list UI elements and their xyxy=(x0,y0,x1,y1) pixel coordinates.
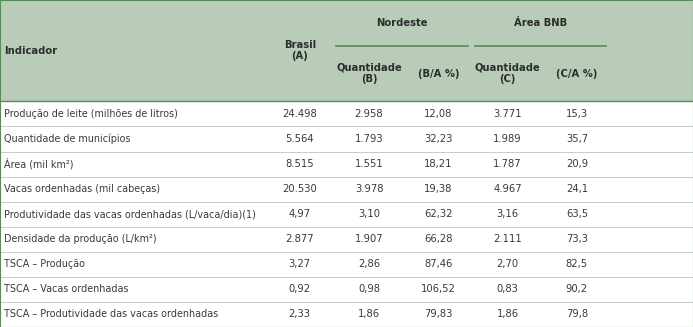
Bar xyxy=(0,227,693,252)
Text: 2.877: 2.877 xyxy=(286,234,314,244)
Text: 2.111: 2.111 xyxy=(493,234,522,244)
Text: 62,32: 62,32 xyxy=(424,209,453,219)
Text: 1,86: 1,86 xyxy=(358,309,380,319)
Text: 82,5: 82,5 xyxy=(566,259,588,269)
Text: 1,86: 1,86 xyxy=(497,309,518,319)
Text: 3.978: 3.978 xyxy=(355,184,383,194)
Bar xyxy=(0,252,693,277)
Text: 4,97: 4,97 xyxy=(289,209,310,219)
Text: Produção de leite (milhões de litros): Produção de leite (milhões de litros) xyxy=(4,109,178,119)
Text: TSCA – Produção: TSCA – Produção xyxy=(4,259,85,269)
Bar xyxy=(0,101,693,127)
Bar xyxy=(0,302,693,327)
Text: 73,3: 73,3 xyxy=(566,234,588,244)
Text: Área BNB: Área BNB xyxy=(514,18,567,28)
Text: Vacas ordenhadas (mil cabeças): Vacas ordenhadas (mil cabeças) xyxy=(4,184,160,194)
Text: 4.967: 4.967 xyxy=(493,184,522,194)
Text: 0,98: 0,98 xyxy=(358,284,380,294)
Text: 1.787: 1.787 xyxy=(493,159,522,169)
Text: 15,3: 15,3 xyxy=(566,109,588,119)
Text: 8.515: 8.515 xyxy=(286,159,314,169)
Text: Produtividade das vacas ordenhadas (L/vaca/dia)(1): Produtividade das vacas ordenhadas (L/va… xyxy=(4,209,256,219)
Text: 24.498: 24.498 xyxy=(282,109,317,119)
Text: 106,52: 106,52 xyxy=(421,284,456,294)
Text: 2,70: 2,70 xyxy=(497,259,518,269)
Text: Densidade da produção (L/km²): Densidade da produção (L/km²) xyxy=(4,234,157,244)
Text: 20.530: 20.530 xyxy=(282,184,317,194)
Text: Brasil
(A): Brasil (A) xyxy=(283,40,316,61)
Text: 3,16: 3,16 xyxy=(497,209,518,219)
Text: 1.793: 1.793 xyxy=(355,134,383,144)
Text: Área (mil km²): Área (mil km²) xyxy=(4,158,73,170)
Text: 87,46: 87,46 xyxy=(424,259,453,269)
Text: 1.551: 1.551 xyxy=(355,159,383,169)
Bar xyxy=(0,0,693,101)
Text: Quantidade de municípios: Quantidade de municípios xyxy=(4,134,131,144)
Text: Indicador: Indicador xyxy=(4,46,58,56)
Text: 2,33: 2,33 xyxy=(289,309,310,319)
Text: 79,83: 79,83 xyxy=(424,309,453,319)
Bar xyxy=(0,151,693,177)
Text: 79,8: 79,8 xyxy=(566,309,588,319)
Text: Quantidade
(C): Quantidade (C) xyxy=(475,63,541,84)
Bar xyxy=(0,177,693,202)
Text: 2.958: 2.958 xyxy=(355,109,383,119)
Text: 3,10: 3,10 xyxy=(358,209,380,219)
Text: 20,9: 20,9 xyxy=(566,159,588,169)
Text: 24,1: 24,1 xyxy=(566,184,588,194)
Text: 35,7: 35,7 xyxy=(566,134,588,144)
Text: 12,08: 12,08 xyxy=(424,109,453,119)
Text: TSCA – Produtividade das vacas ordenhadas: TSCA – Produtividade das vacas ordenhada… xyxy=(4,309,218,319)
Text: Nordeste: Nordeste xyxy=(376,18,428,28)
Text: 5.564: 5.564 xyxy=(286,134,314,144)
Text: 1.907: 1.907 xyxy=(355,234,383,244)
Text: (B/A %): (B/A %) xyxy=(418,69,459,78)
Text: 63,5: 63,5 xyxy=(566,209,588,219)
Text: TSCA – Vacas ordenhadas: TSCA – Vacas ordenhadas xyxy=(4,284,129,294)
Bar xyxy=(0,127,693,151)
Text: 90,2: 90,2 xyxy=(566,284,588,294)
Bar xyxy=(0,277,693,302)
Text: 19,38: 19,38 xyxy=(424,184,453,194)
Text: 1.989: 1.989 xyxy=(493,134,522,144)
Text: 32,23: 32,23 xyxy=(424,134,453,144)
Text: 3.771: 3.771 xyxy=(493,109,522,119)
Text: 0,83: 0,83 xyxy=(497,284,518,294)
Text: 18,21: 18,21 xyxy=(424,159,453,169)
Text: 3,27: 3,27 xyxy=(289,259,310,269)
Text: Quantidade
(B): Quantidade (B) xyxy=(336,63,402,84)
Text: 0,92: 0,92 xyxy=(289,284,310,294)
Text: (C/A %): (C/A %) xyxy=(556,69,597,78)
Text: 66,28: 66,28 xyxy=(424,234,453,244)
Bar xyxy=(0,202,693,227)
Text: 2,86: 2,86 xyxy=(358,259,380,269)
